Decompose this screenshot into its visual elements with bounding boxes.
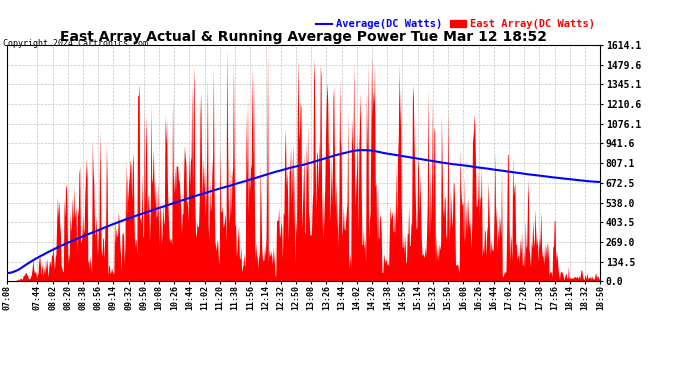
Legend: Average(DC Watts), East Array(DC Watts): Average(DC Watts), East Array(DC Watts) xyxy=(316,20,595,30)
Text: Copyright 2024 Cartronics.com: Copyright 2024 Cartronics.com xyxy=(3,39,148,48)
Title: East Array Actual & Running Average Power Tue Mar 12 18:52: East Array Actual & Running Average Powe… xyxy=(60,30,547,44)
